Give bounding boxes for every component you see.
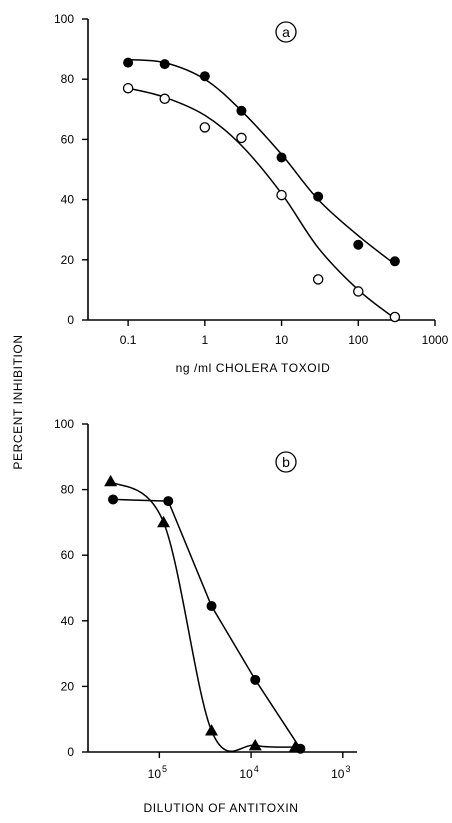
panel-a-point-filled-circle [353, 239, 364, 250]
panel-b-point-filled-circle [206, 601, 217, 612]
panel-b-chart: 0 20 40 60 80 100 105 104 103 b DILUTION OF ANT… [54, 417, 357, 815]
panel-a-point-open-circle [389, 311, 401, 323]
panel-a-fit-curve-2 [127, 87, 396, 320]
panel-a-chart: 0 20 40 60 80 100 0.1 1 10 100 1000 a ng /ml CHOL… [54, 12, 449, 375]
panel-a-data-points [122, 57, 401, 323]
panel-b-point-filled-triangle [288, 740, 302, 752]
y-tick-label: 20 [61, 679, 75, 693]
panel-b-point-filled-circle [108, 494, 119, 505]
panel-a-point-filled-circle [123, 57, 134, 68]
y-tick-label: 40 [61, 614, 75, 628]
shared-y-axis-label: PERCENT INHIBITION [11, 334, 25, 469]
panel-a-label-text: a [282, 24, 290, 40]
x-tick-label: 10 [275, 333, 289, 347]
panel-a-point-open-circle [312, 274, 324, 285]
y-tick-label: 0 [67, 313, 74, 327]
panel-a-point-filled-circle [199, 71, 210, 82]
panel-a-point-open-circle [122, 82, 134, 94]
panel-a-x-axis-label: ng /ml CHOLERA TOXOID [176, 361, 331, 375]
panel-b-data-points [104, 474, 306, 754]
panel-b-point-filled-triangle [248, 738, 262, 751]
y-tick-label: 0 [67, 745, 74, 759]
x-tick-label: 103 [331, 764, 350, 781]
panel-a-x-ticks: 0.1 1 10 100 1000 [120, 320, 449, 347]
panel-b-series-line-2 [110, 480, 296, 752]
panel-a-point-filled-circle [313, 191, 324, 202]
panel-b-y-ticks: 0 20 40 60 80 100 [54, 417, 88, 759]
panel-a-point-open-circle [199, 122, 211, 133]
y-tick-label: 40 [61, 193, 75, 207]
x-tick-label: 100 [348, 333, 368, 347]
panel-b-point-filled-circle [250, 674, 261, 685]
panel-b-axes [87, 424, 357, 753]
panel-a-point-filled-circle [159, 59, 170, 70]
y-tick-label: 60 [61, 132, 75, 146]
panel-b-point-filled-triangle [205, 724, 219, 736]
y-tick-label: 60 [61, 548, 75, 562]
panel-b-x-axis-label: DILUTION OF ANTITOXIN [143, 801, 298, 815]
panel-a-point-open-circle [276, 189, 287, 201]
panel-b-label: b [275, 451, 297, 473]
panel-b-point-filled-circle [163, 496, 174, 507]
panel-b-x-ticks: 105 104 103 [148, 752, 350, 781]
panel-a-label: a [275, 21, 297, 43]
x-tick-label: 1000 [422, 333, 449, 347]
panel-a-fit-curve-1 [128, 58, 396, 265]
panel-a-label-circle [275, 21, 297, 43]
panel-a-point-open-circle [236, 132, 247, 144]
x-tick-label: 105 [148, 764, 167, 781]
x-tick-label: 1 [201, 333, 208, 347]
panel-a-point-filled-circle [236, 105, 247, 116]
x-tick-label: 104 [239, 764, 258, 781]
panel-b-series-line-1 [112, 498, 302, 750]
y-tick-label: 20 [61, 253, 75, 267]
panel-b-label-text: b [282, 454, 290, 470]
panel-a-point-filled-circle [389, 256, 400, 267]
panel-b-label-circle [275, 451, 297, 473]
panel-b-series-lines [110, 480, 302, 752]
y-tick-label: 80 [61, 483, 75, 497]
y-tick-label: 100 [54, 12, 74, 26]
panel-b-point-filled-triangle [157, 515, 171, 528]
panel-b-point-filled-triangle [104, 474, 118, 487]
panel-a-y-ticks: 0 20 40 60 80 100 [54, 12, 88, 327]
panel-a-point-open-circle [353, 286, 364, 297]
x-tick-label: 0.1 [120, 333, 137, 347]
panel-a-point-open-circle [159, 93, 170, 105]
panel-a-axes [87, 19, 435, 321]
panel-a-point-filled-circle [276, 152, 287, 163]
y-tick-label: 100 [54, 417, 74, 431]
y-tick-label: 80 [61, 72, 75, 86]
